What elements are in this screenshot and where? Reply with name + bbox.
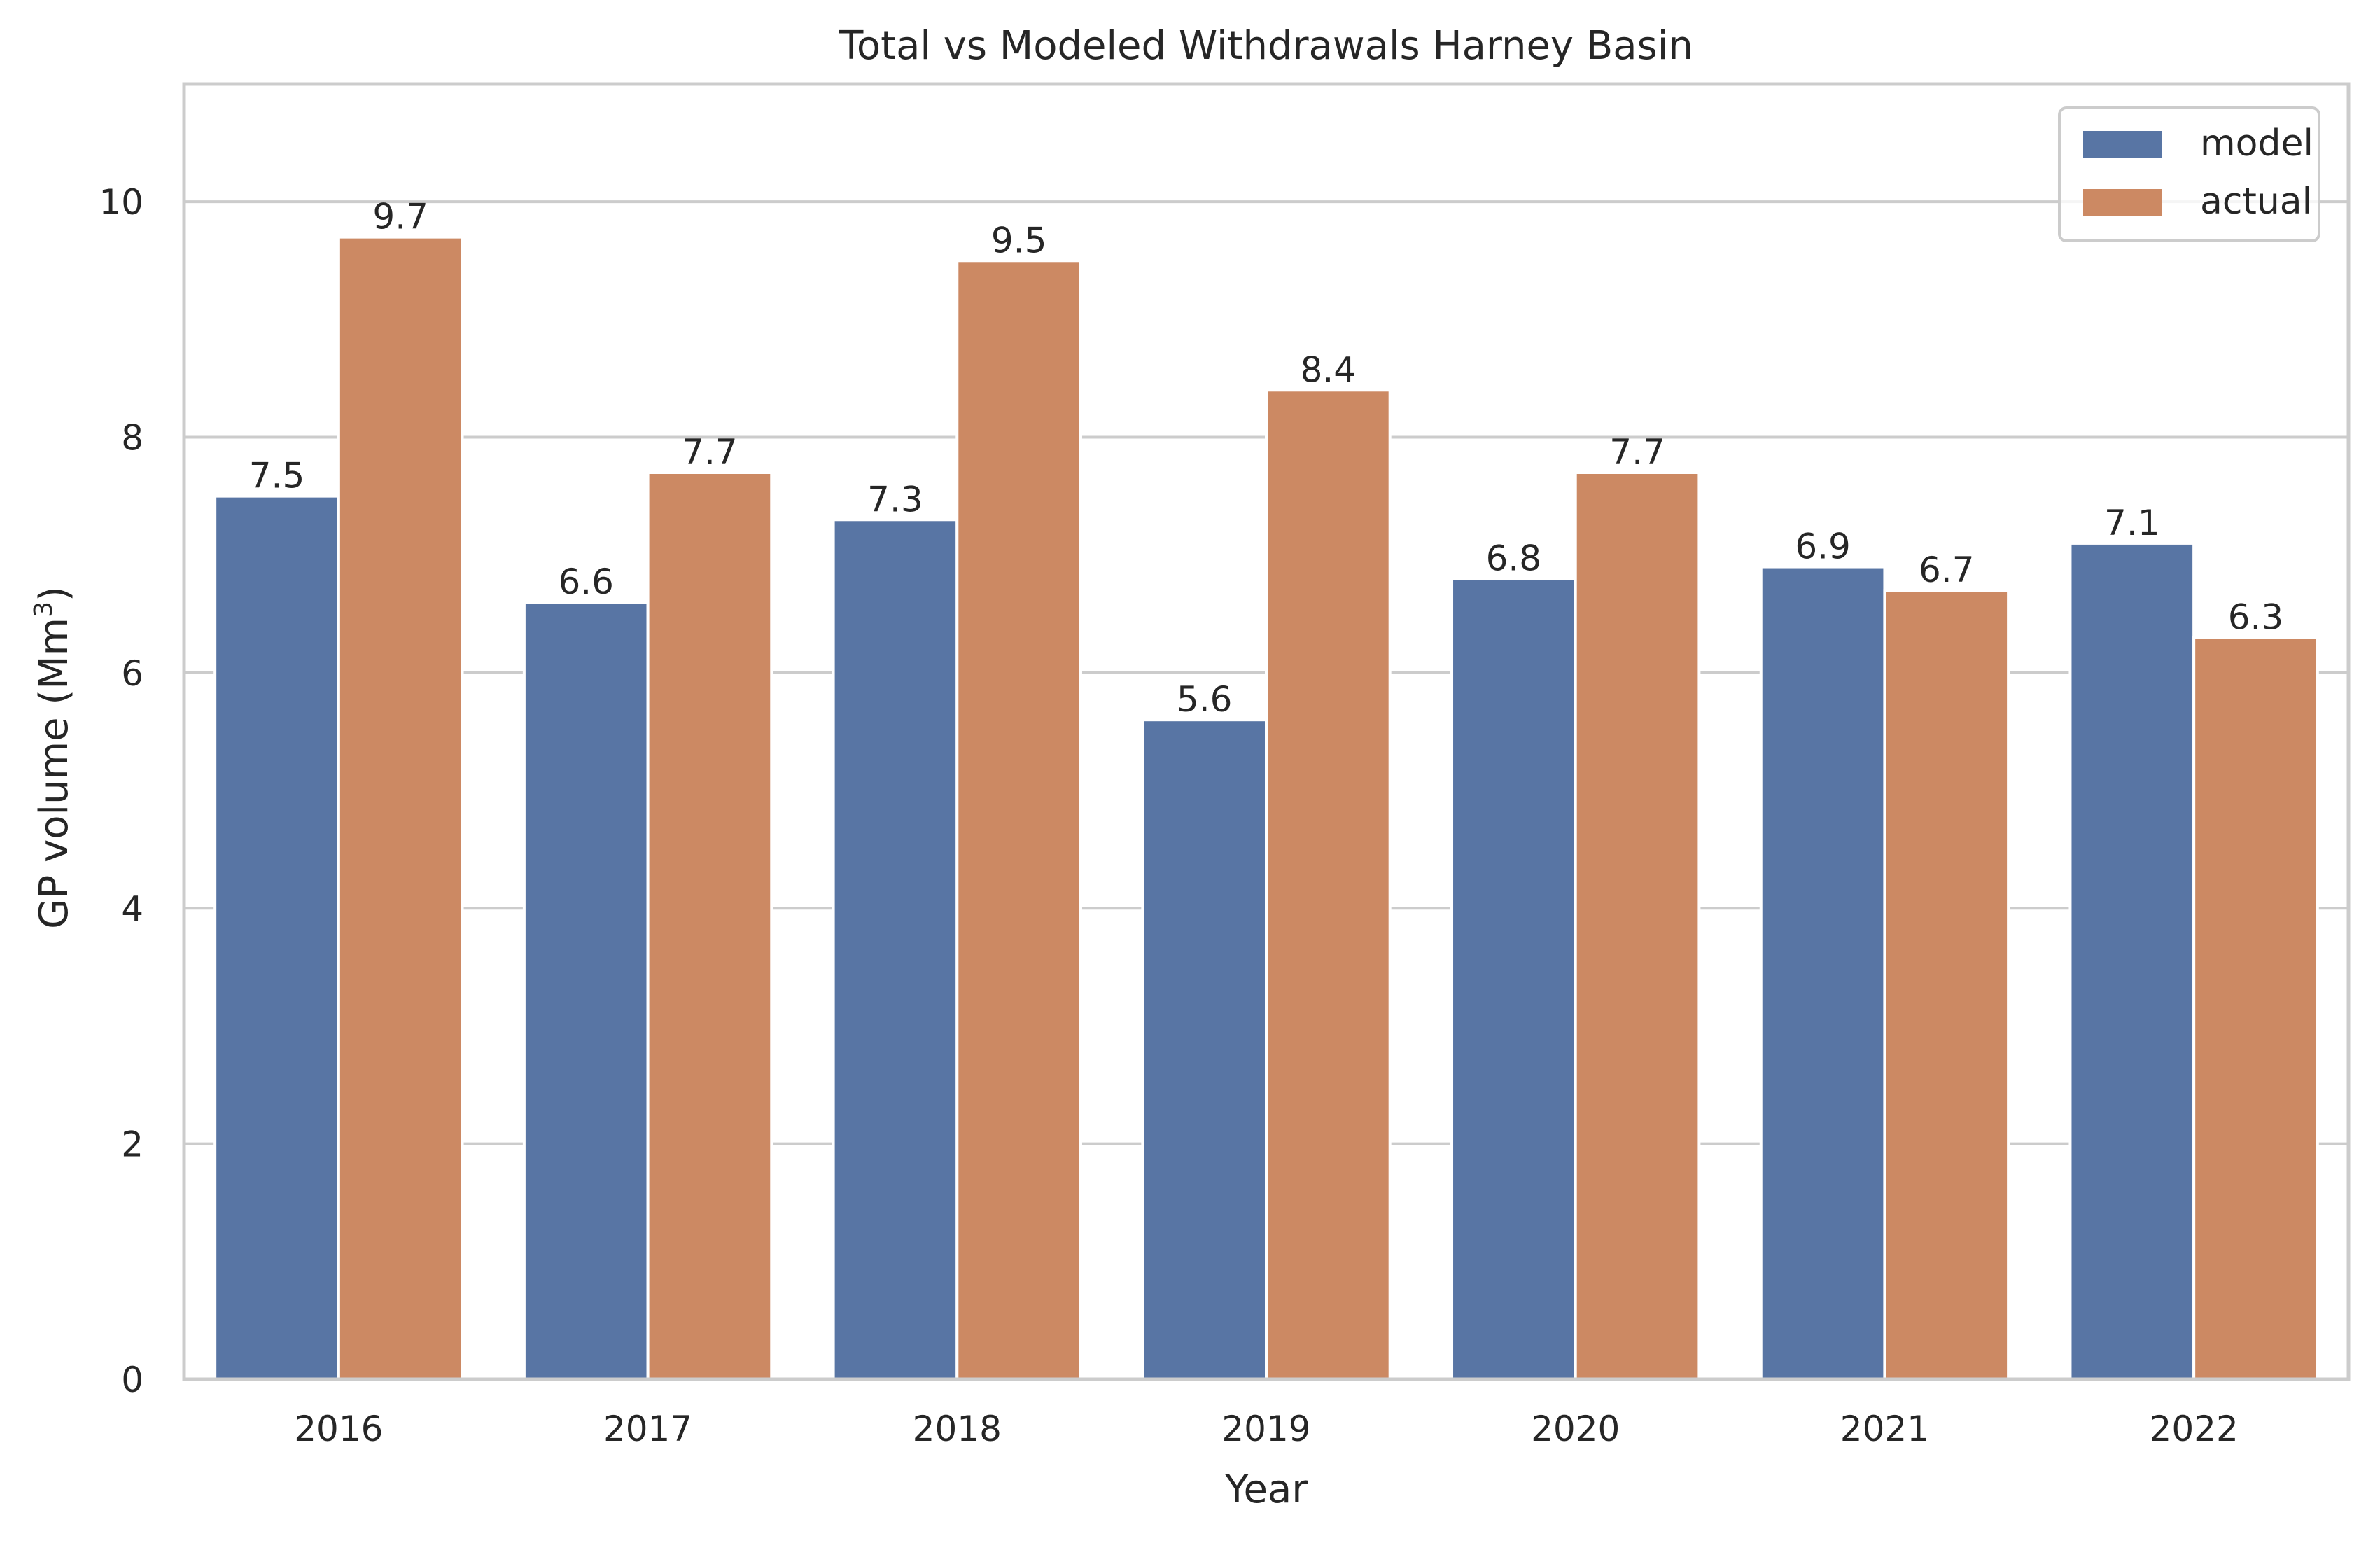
bar-model-2016 bbox=[214, 494, 340, 1381]
x-tick-label-2022: 2022 bbox=[2150, 1409, 2239, 1449]
x-axis-label: Year bbox=[1224, 1467, 1309, 1512]
x-tick-label-2018: 2018 bbox=[913, 1409, 1002, 1449]
bar-actual-2019 bbox=[1265, 389, 1392, 1381]
legend: model actual bbox=[2058, 106, 2320, 242]
legend-swatch-model bbox=[2083, 131, 2162, 158]
data-label-model-2016: 7.5 bbox=[249, 456, 305, 496]
data-label-actual-2017: 7.7 bbox=[682, 432, 738, 473]
bar-actual-2018 bbox=[955, 259, 1082, 1381]
y-tick-label-10: 10 bbox=[99, 182, 144, 223]
bar-model-2019 bbox=[1141, 718, 1268, 1381]
bar-actual-2020 bbox=[1574, 471, 1701, 1381]
y-tick-label-8: 8 bbox=[121, 418, 144, 459]
y-tick-label-6: 6 bbox=[121, 653, 144, 694]
x-tick-label-2016: 2016 bbox=[294, 1409, 383, 1449]
x-tick-labels: 2016 2017 2018 2019 2020 2021 2022 bbox=[294, 1409, 2239, 1449]
data-label-model-2017: 6.6 bbox=[558, 562, 614, 602]
data-label-actual-2019: 8.4 bbox=[1301, 349, 1357, 390]
data-label-model-2019: 5.6 bbox=[1177, 679, 1233, 720]
x-tick-label-2019: 2019 bbox=[1222, 1409, 1310, 1449]
bar-actual-2016 bbox=[337, 235, 464, 1381]
bars bbox=[214, 235, 2319, 1381]
data-label-actual-2020: 7.7 bbox=[1609, 432, 1665, 473]
bar-model-2020 bbox=[1450, 577, 1577, 1381]
x-tick-label-2021: 2021 bbox=[1840, 1409, 1929, 1449]
data-labels: 7.5 9.7 6.6 7.7 7.3 9.5 5.6 8.4 6.8 7.7 6.9 6.7 7.1 6… bbox=[249, 197, 2284, 720]
bar-model-2021 bbox=[1759, 565, 1886, 1381]
data-label-model-2022: 7.1 bbox=[2104, 503, 2160, 543]
data-label-model-2018: 7.3 bbox=[867, 479, 923, 520]
y-axis-label-main: GP volume (Mm bbox=[31, 618, 77, 929]
y-axis-label: GP volume (Mm3) bbox=[29, 586, 77, 929]
data-label-actual-2021: 6.7 bbox=[1919, 550, 1975, 590]
bar-actual-2017 bbox=[646, 471, 774, 1381]
y-axis-label-suffix: ) bbox=[31, 586, 77, 601]
x-tick-label-2020: 2020 bbox=[1531, 1409, 1620, 1449]
legend-swatch-actual bbox=[2083, 189, 2162, 216]
bar-model-2018 bbox=[832, 518, 959, 1381]
legend-label-actual: actual bbox=[2200, 181, 2312, 223]
data-label-actual-2022: 6.3 bbox=[2228, 597, 2284, 637]
y-tick-label-2: 2 bbox=[121, 1124, 144, 1165]
legend-label-model: model bbox=[2200, 123, 2314, 165]
bar-actual-2022 bbox=[2192, 636, 2319, 1381]
chart-title: Total vs Modeled Withdrawals Harney Basi… bbox=[839, 23, 1693, 69]
x-tick-label-2017: 2017 bbox=[603, 1409, 692, 1449]
y-tick-label-4: 4 bbox=[121, 888, 144, 929]
bar-model-2017 bbox=[522, 601, 650, 1381]
bar-actual-2021 bbox=[1883, 589, 2010, 1381]
y-axis-label-superscript: 3 bbox=[29, 601, 58, 618]
y-tick-label-0: 0 bbox=[121, 1360, 144, 1400]
bar-model-2022 bbox=[2068, 541, 2196, 1381]
data-label-model-2020: 6.8 bbox=[1486, 538, 1542, 578]
plot-frame bbox=[182, 82, 2351, 1381]
y-tick-labels: 0 2 4 6 8 10 bbox=[99, 182, 144, 1400]
data-label-actual-2016: 9.7 bbox=[372, 197, 428, 237]
data-label-model-2021: 6.9 bbox=[1795, 527, 1851, 567]
data-label-actual-2018: 9.5 bbox=[991, 220, 1047, 260]
